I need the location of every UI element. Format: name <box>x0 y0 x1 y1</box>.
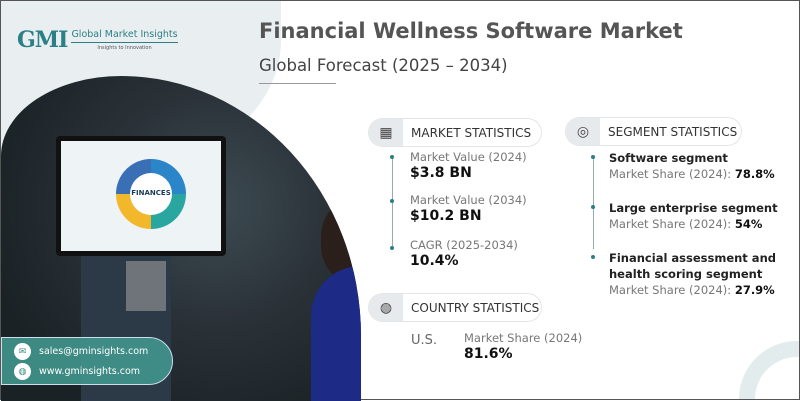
monitor-screen: FINANCES <box>61 141 221 251</box>
stat-label: Market Value (2034) <box>410 193 527 207</box>
globe-icon: ◍ <box>14 363 31 380</box>
share-value: 78.8% <box>734 167 775 181</box>
timeline-line <box>392 157 393 249</box>
country-statistics-label: COUNTRY STATISTICS <box>411 300 540 315</box>
market-statistics-label: MARKET STATISTICS <box>411 125 532 140</box>
country-share-value: 81.6% <box>464 346 513 362</box>
stat-label: CAGR (2025-2034) <box>410 238 518 252</box>
timeline-dot <box>591 255 595 259</box>
gmi-logo: GMI Global Market Insights Insights to I… <box>17 27 178 53</box>
share-label: Market Share (2024): <box>609 167 732 181</box>
segment-name: health scoring segment <box>609 267 763 281</box>
share-value: 54% <box>734 217 763 231</box>
contact-panel: ✉ sales@gminsights.com ◍ www.gminsights.co… <box>1 337 173 385</box>
mail-icon: ✉ <box>14 343 31 360</box>
logo-mark: GMI <box>17 27 68 53</box>
segment-share: Market Share (2024): 78.8% <box>609 167 775 181</box>
country-share-label: Market Share (2024) <box>464 331 583 345</box>
timeline-dot <box>591 155 595 159</box>
market-statistics-header: ▦ MARKET STATISTICS <box>369 119 541 146</box>
country-statistics-header: ◍ COUNTRY STATISTICS <box>369 294 541 321</box>
monitor-stand <box>126 261 166 311</box>
timeline-dot <box>390 155 394 159</box>
country-name: U.S. <box>411 333 438 348</box>
screen-text: FINANCES <box>131 189 171 197</box>
stat-value: $3.8 BN <box>410 165 472 181</box>
share-label: Market Share (2024): <box>609 283 732 297</box>
chart-globe-icon: ▦ <box>369 119 403 146</box>
stat-value: 10.4% <box>410 253 459 269</box>
share-label: Market Share (2024): <box>609 217 732 231</box>
title-divider <box>259 83 336 84</box>
share-value: 27.9% <box>734 283 775 297</box>
website-link[interactable]: www.gminsights.com <box>39 366 141 377</box>
logo-tagline: Insights to Innovation <box>97 45 152 51</box>
email-link[interactable]: sales@gminsights.com <box>39 346 149 357</box>
segment-name: Software segment <box>609 151 728 165</box>
person-right <box>311 266 361 401</box>
segment-name: Large enterprise segment <box>609 201 778 215</box>
timeline-dot <box>591 205 595 209</box>
logo-name: Global Market Insights <box>71 29 178 43</box>
globe-icon: ◍ <box>369 294 403 321</box>
email-row[interactable]: ✉ sales@gminsights.com <box>14 343 148 360</box>
stat-label: Market Value (2024) <box>410 150 527 164</box>
timeline-dot <box>390 246 394 250</box>
timeline-dot <box>390 199 394 203</box>
timeline-line <box>593 157 594 249</box>
monitor: FINANCES <box>56 136 226 256</box>
target-chart-icon: ◎ <box>566 118 600 145</box>
segment-statistics-label: SEGMENT STATISTICS <box>608 124 738 139</box>
segment-share: Market Share (2024): 54% <box>609 217 762 231</box>
page-subtitle: Global Forecast (2025 – 2034) <box>259 56 508 75</box>
segment-share: Market Share (2024): 27.9% <box>609 283 775 297</box>
stat-value: $10.2 BN <box>410 208 482 224</box>
segment-name: Financial assessment and <box>609 251 776 265</box>
donut-graphic <box>116 159 186 229</box>
website-row[interactable]: ◍ www.gminsights.com <box>14 363 140 380</box>
decorative-arc <box>739 341 799 399</box>
page-title: Financial Wellness Software Market <box>259 19 683 43</box>
segment-statistics-header: ◎ SEGMENT STATISTICS <box>566 118 741 145</box>
